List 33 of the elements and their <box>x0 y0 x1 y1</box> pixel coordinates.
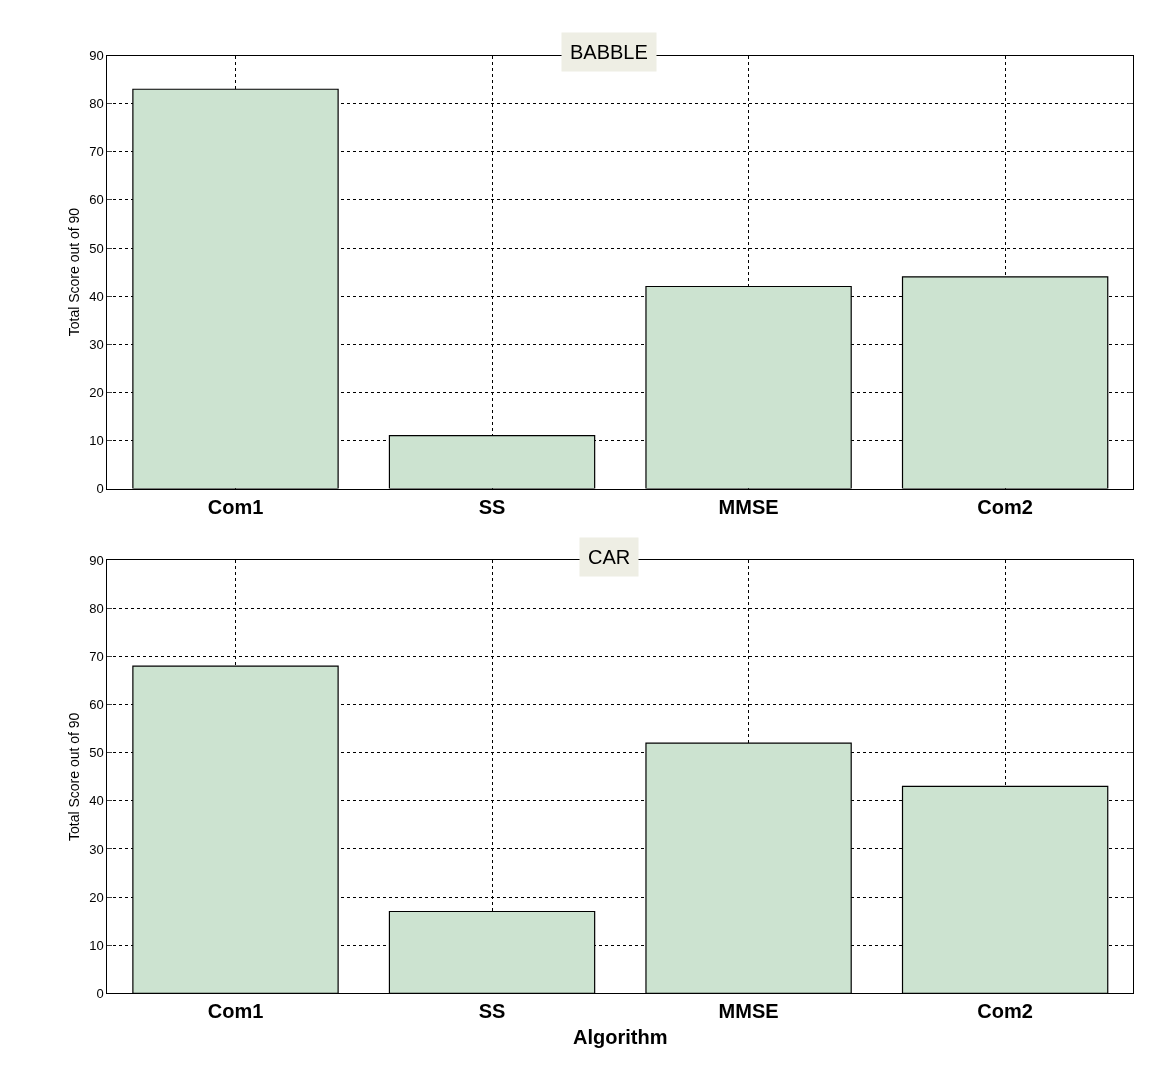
x-tick-label: Com1 <box>207 1000 264 1023</box>
y-tick-label: 0 <box>96 481 104 497</box>
y-axis-title: Total Score out of 90 <box>65 712 82 842</box>
x-tick-label: Com2 <box>977 495 1033 518</box>
x-axis-title: Algorithm <box>573 1025 668 1048</box>
x-tick-label: SS <box>478 1000 506 1023</box>
y-tick-label: 30 <box>89 841 104 857</box>
y-tick-label: 90 <box>89 48 104 64</box>
x-tick-label: MMSE <box>718 1000 779 1023</box>
y-tick-label: 80 <box>89 601 104 616</box>
y-tick-label: 60 <box>89 192 104 208</box>
y-tick-label: 30 <box>89 336 104 352</box>
chart-title: BABBLE <box>570 41 648 63</box>
x-tick-label: MMSE <box>718 495 779 518</box>
y-tick-label: 40 <box>89 793 104 809</box>
y-tick-label: 40 <box>89 288 104 304</box>
y-axis-title: Total Score out of 90 <box>65 207 82 337</box>
y-tick-label: 50 <box>89 745 104 761</box>
y-tick-label: 20 <box>89 889 104 905</box>
y-tick-label: 70 <box>89 144 104 160</box>
y-tick-label: 20 <box>89 384 104 400</box>
y-tick-label: 60 <box>89 697 104 713</box>
y-tick-label: 50 <box>89 240 104 256</box>
y-tick-label: 90 <box>89 552 104 568</box>
y-tick-label: 10 <box>89 937 104 953</box>
y-tick-label: 80 <box>89 96 104 112</box>
x-tick-label: Com2 <box>977 1000 1033 1023</box>
chart-title: CAR <box>588 546 631 568</box>
x-tick-label: SS <box>478 495 506 518</box>
x-tick-label: Com1 <box>207 495 264 518</box>
y-tick-label: 10 <box>89 432 104 448</box>
y-tick-label: 70 <box>89 649 104 665</box>
y-tick-label: 0 <box>96 985 104 1001</box>
